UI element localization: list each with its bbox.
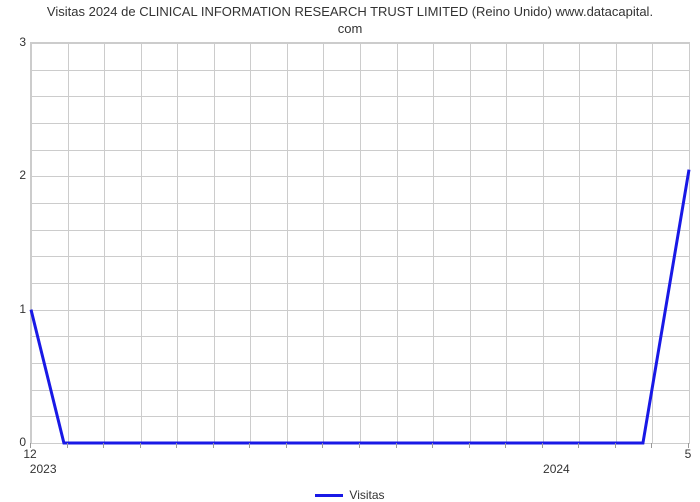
xtick-minor (651, 443, 652, 448)
xtick-minor (615, 443, 616, 448)
xtick-minor (542, 443, 543, 448)
xlabel-month: 5 (685, 447, 692, 461)
xtick-minor (432, 443, 433, 448)
xtick-minor (505, 443, 506, 448)
chart-plot-area (30, 42, 690, 444)
xtick-minor (286, 443, 287, 448)
xtick-minor (140, 443, 141, 448)
chart-title-line2: com (338, 21, 363, 36)
xtick-minor (103, 443, 104, 448)
xtick-minor (469, 443, 470, 448)
xlabel-year: 2023 (30, 462, 57, 476)
xtick-minor (322, 443, 323, 448)
xtick-minor (578, 443, 579, 448)
xtick-minor (67, 443, 68, 448)
chart-title-line1: Visitas 2024 de CLINICAL INFORMATION RES… (47, 4, 653, 19)
xtick-minor (396, 443, 397, 448)
xtick-minor (213, 443, 214, 448)
gridline-v (689, 43, 690, 443)
xlabel-month: 12 (23, 447, 36, 461)
ytick-label: 1 (8, 302, 26, 316)
chart-title: Visitas 2024 de CLINICAL INFORMATION RES… (0, 4, 700, 38)
ytick-label: 2 (8, 168, 26, 182)
ytick-label: 3 (8, 35, 26, 49)
legend-swatch (315, 494, 343, 497)
xtick-minor (249, 443, 250, 448)
xlabel-year: 2024 (543, 462, 570, 476)
xtick-minor (359, 443, 360, 448)
xtick-minor (176, 443, 177, 448)
series-line (31, 43, 689, 443)
